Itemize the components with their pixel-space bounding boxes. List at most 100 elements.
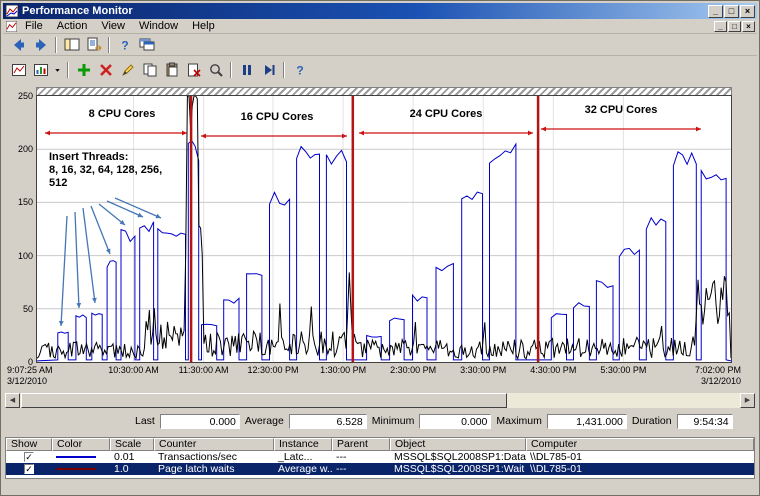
scrollbar-thumb[interactable] bbox=[21, 393, 507, 408]
stat-label-minimum: Minimum bbox=[371, 415, 415, 427]
freeze-display-button[interactable] bbox=[236, 60, 257, 79]
scroll-left-button[interactable]: ◀ bbox=[5, 393, 20, 408]
cpu-section-label: 8 CPU Cores bbox=[88, 108, 156, 120]
menu-item-action[interactable]: Action bbox=[56, 20, 88, 32]
y-axis-tick-label: 200 bbox=[17, 144, 33, 155]
standard-toolbar: ? bbox=[3, 34, 757, 56]
legend-row-2[interactable]: ✓ 1.0 Page latch waits Average w... --- MSSQL… bbox=[6, 463, 754, 475]
show-checkbox[interactable]: ✓ bbox=[24, 452, 34, 462]
cpu-section-label: 24 CPU Cores bbox=[409, 108, 483, 120]
back-button[interactable] bbox=[8, 35, 29, 54]
y-axis-tick-label: 250 bbox=[17, 91, 33, 101]
page-latch-waits-line bbox=[37, 96, 731, 361]
new-window-button[interactable] bbox=[136, 35, 157, 54]
cell-counter: Page latch waits bbox=[158, 463, 235, 475]
help-button[interactable]: ? bbox=[114, 35, 135, 54]
cell-computer: \\DL785-01 bbox=[530, 451, 582, 463]
insert-threads-arrow-head bbox=[92, 297, 97, 303]
x-axis-tick-label: 1:30:00 PM bbox=[320, 365, 367, 375]
cell-show: ✓ bbox=[6, 451, 52, 463]
chart-overscale-hatch bbox=[36, 87, 732, 95]
legend-column-object: Object bbox=[390, 438, 526, 451]
close-button[interactable]: × bbox=[740, 4, 755, 18]
add-counter-button[interactable] bbox=[73, 60, 94, 79]
performance-chart bbox=[37, 96, 731, 362]
y-axis-tick-label: 100 bbox=[17, 250, 33, 261]
maximize-button[interactable]: □ bbox=[724, 4, 739, 18]
insert-threads-arrow-head bbox=[106, 248, 111, 254]
y-axis-tick-label: 0 bbox=[27, 357, 33, 367]
menu-item-window[interactable]: Window bbox=[138, 20, 179, 32]
menu-item-help[interactable]: Help bbox=[192, 20, 215, 32]
stat-label-average: Average bbox=[244, 415, 284, 427]
title-bar[interactable]: Performance Monitor _ □ × bbox=[3, 3, 757, 19]
insert-threads-arrow bbox=[98, 203, 126, 226]
zoom-button[interactable] bbox=[205, 60, 226, 79]
export-list-button[interactable] bbox=[83, 35, 104, 54]
insert-threads-arrow bbox=[90, 205, 111, 255]
insert-threads-arrow-head bbox=[137, 212, 143, 218]
y-axis-tick-label: 50 bbox=[22, 303, 33, 314]
chart-type-dropdown-button[interactable] bbox=[52, 60, 63, 79]
cell-instance: Average w... bbox=[278, 463, 332, 475]
stat-value-last: 0.000 bbox=[159, 413, 240, 429]
cpu-range-arrow-head bbox=[359, 130, 364, 136]
console-tree-button[interactable] bbox=[61, 35, 82, 54]
paste-counter-list-button[interactable] bbox=[161, 60, 182, 79]
highlight-button[interactable] bbox=[117, 60, 138, 79]
insert-threads-arrow bbox=[114, 197, 162, 219]
stat-label-duration: Duration bbox=[631, 415, 672, 427]
counter-legend: Show Color Scale Counter Instance Parent Objec… bbox=[5, 437, 755, 479]
cell-scale: 0.01 bbox=[114, 451, 135, 463]
menu-item-file[interactable]: File bbox=[25, 20, 43, 32]
legend-row-1[interactable]: ✓ 0.01 Transactions/sec _Latc... --- MSSQL$SQ… bbox=[6, 451, 754, 463]
toolbar-separator bbox=[108, 36, 110, 53]
cpu-section-label: 32 CPU Cores bbox=[584, 104, 658, 116]
app-icon bbox=[5, 5, 18, 18]
legend-column-computer: Computer bbox=[526, 438, 754, 451]
show-checkbox[interactable]: ✓ bbox=[24, 464, 34, 474]
legend-column-instance: Instance bbox=[274, 438, 332, 451]
cpu-range-arrow-head bbox=[528, 130, 533, 136]
x-axis-tick-label: 10:30:00 AM bbox=[108, 365, 159, 375]
cpu-range-arrow-head bbox=[342, 133, 347, 139]
svg-text:?: ? bbox=[296, 63, 303, 77]
x-axis-tick-label: 2:30:00 PM bbox=[390, 365, 437, 375]
copy-properties-button[interactable] bbox=[139, 60, 160, 79]
x-axis-tick-label: 4:30:00 PM bbox=[530, 365, 577, 375]
minimize-button[interactable]: _ bbox=[708, 4, 723, 18]
cell-object: MSSQL$SQL2008SP1:Wait S... bbox=[394, 463, 526, 475]
chart-type-button[interactable] bbox=[30, 60, 51, 79]
cpu-range-arrow-head bbox=[182, 130, 187, 136]
x-axis-tick-label: 3:30:00 PM bbox=[460, 365, 507, 375]
forward-button[interactable] bbox=[30, 35, 51, 54]
color-swatch bbox=[56, 456, 96, 459]
child-maximize-button[interactable]: □ bbox=[728, 20, 741, 32]
x-axis-end-date: 3/12/2010 bbox=[700, 376, 741, 386]
menu-item-view[interactable]: View bbox=[101, 20, 125, 32]
update-data-button[interactable] bbox=[258, 60, 279, 79]
cell-parent: --- bbox=[336, 463, 347, 475]
legend-header: Show Color Scale Counter Instance Parent Objec… bbox=[6, 438, 754, 451]
cell-object: MSSQL$SQL2008SP1:Datab... bbox=[394, 451, 526, 463]
legend-column-show: Show bbox=[6, 438, 52, 451]
delete-counter-button[interactable] bbox=[95, 60, 116, 79]
x-axis-start-date: 3/12/2010 bbox=[7, 376, 48, 386]
toolbar-separator bbox=[283, 61, 285, 78]
child-minimize-button[interactable]: _ bbox=[714, 20, 727, 32]
chart-horizontal-scrollbar[interactable]: ◀ ▶ bbox=[5, 393, 755, 408]
cpu-range-arrow-head bbox=[45, 130, 50, 136]
view-current-activity-button[interactable] bbox=[8, 60, 29, 79]
stat-value-average: 6.528 bbox=[288, 413, 367, 429]
child-close-button[interactable]: × bbox=[742, 20, 755, 32]
insert-threads-annotation: Insert Threads: 8, 16, 32, 64, 128, 256,… bbox=[49, 151, 162, 190]
clear-display-button[interactable] bbox=[183, 60, 204, 79]
stat-value-minimum: 0.000 bbox=[419, 413, 492, 429]
scroll-right-button[interactable]: ▶ bbox=[740, 393, 755, 408]
help-button[interactable]: ? bbox=[289, 60, 310, 79]
cpu-range-arrow-head bbox=[201, 133, 206, 139]
insert-threads-arrow-head bbox=[58, 320, 64, 326]
stat-label-maximum: Maximum bbox=[496, 415, 542, 427]
transactions-per-sec-line bbox=[37, 139, 731, 362]
